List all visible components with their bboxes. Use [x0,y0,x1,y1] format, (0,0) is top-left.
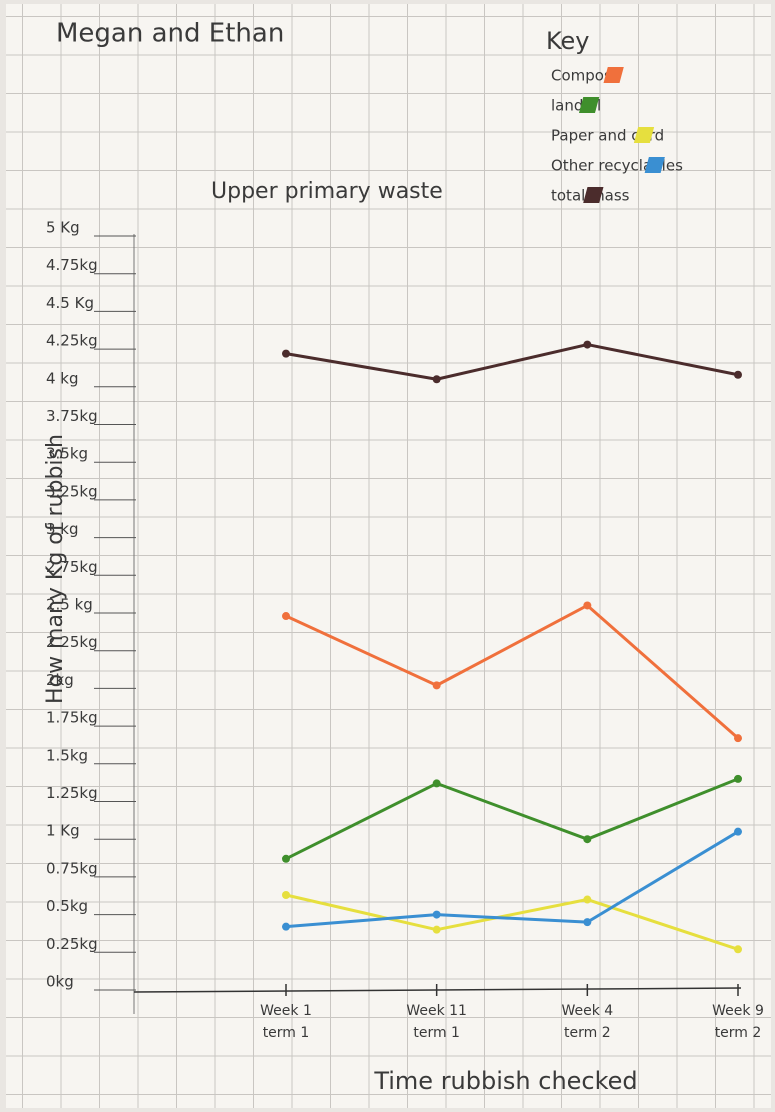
point [583,895,592,904]
y-tick-label: 1.5kg [46,746,88,764]
point [583,340,592,349]
y-tick-label: 3 kg [46,520,79,538]
point [734,945,742,954]
x-axis [133,987,742,993]
y-tick-label: 2.25kg [46,633,98,651]
point [432,375,441,384]
legend-swatch [578,97,600,113]
y-tick-label: 0kg [46,973,74,991]
y-tick-label: 4 kg [46,369,79,387]
y-tick-label: 0.75kg [46,859,98,877]
y-axis-label: How many Kg of rubbish [43,434,68,704]
point [432,779,441,788]
point [583,835,592,844]
x-tick-label: Week 9 term 2 [712,1003,764,1041]
series-line [285,603,739,740]
point [282,612,290,621]
chart-title: Upper primary waste [211,179,443,204]
point [734,370,742,379]
point [282,854,290,863]
point [432,925,441,934]
x-tick-label: Week 4 term 2 [561,1003,614,1041]
y-tick-label: 3.25kg [46,482,98,500]
point [282,922,290,931]
y-tick-label: 0.5kg [46,897,88,915]
series-line [285,893,739,951]
y-tick-label: 1.25kg [46,784,98,802]
legend-swatch [633,127,655,143]
y-tick-label: 4.75kg [46,256,98,274]
paper: Megan and Ethan Upper primary waste Key … [6,4,771,1108]
y-tick-label: 3.75kg [46,407,98,425]
y-tick-label: 1 Kg [46,822,80,840]
point [583,601,592,610]
legend-swatch [644,157,665,173]
point [734,774,742,783]
series-line [285,777,739,861]
chart: Megan and Ethan Upper primary waste Key … [43,19,742,1095]
legend-swatch [583,187,604,203]
y-tick-label: 2.5 kg [46,596,93,614]
author: Megan and Ethan [56,19,284,49]
point [432,910,441,919]
y-tick-label: 4.5 Kg [46,294,94,312]
series-line [285,830,739,929]
x-tick-label: Week 11 term 1 [406,1003,467,1041]
series-line [285,343,739,381]
point [583,918,592,927]
legend-label: Compost [551,67,618,85]
y-tick-label: 0.25kg [46,935,98,953]
point [432,681,441,690]
point [734,827,742,836]
y-tick-label: 5 Kg [46,219,80,237]
point [282,890,290,899]
x-axis-label: Time rubbish checked [373,1067,637,1095]
point [282,349,290,358]
y-tick-label: 1.75kg [46,709,98,727]
y-tick-label: 3.5kg [46,445,88,463]
y-tick-label: 2kg [46,671,74,689]
y-tick-label: 4.25kg [46,332,98,350]
legend-swatch [603,67,624,83]
point [734,734,742,743]
x-tick-label: Week 1 term 1 [260,1003,312,1041]
y-tick-label: 2.75kg [46,558,98,576]
legend-title: Key [546,27,590,55]
